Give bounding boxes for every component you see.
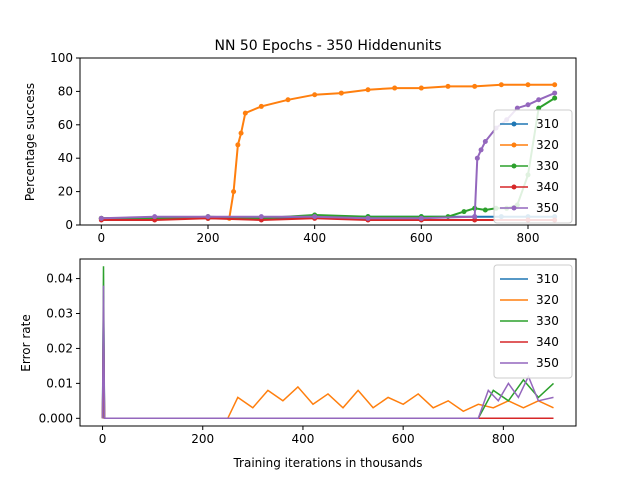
legend-label-320: 320: [536, 293, 559, 307]
series-point-320: [258, 103, 264, 109]
series-point-350: [474, 155, 480, 161]
legend-label-350: 350: [536, 356, 559, 370]
series-line-320: [101, 83, 555, 220]
bottom-x-ticks: 0 200 400 600 800: [99, 426, 515, 446]
x-tick-label: 800: [517, 231, 540, 245]
y-tick-label: 60: [58, 118, 73, 132]
series-point-350: [258, 214, 264, 220]
legend-marker-350: [511, 205, 517, 211]
legend-label-340: 340: [536, 335, 559, 349]
series-point-320: [238, 130, 244, 136]
series-point-320: [235, 142, 241, 148]
series-point-350: [205, 214, 211, 220]
top-y-axis-label: Percentage success: [23, 83, 37, 201]
y-tick-label: 100: [50, 51, 73, 65]
legend-marker-340: [511, 184, 517, 190]
series-point-350: [472, 214, 478, 220]
series-point-320: [242, 110, 248, 116]
series-point-330: [461, 209, 467, 215]
series-point-350: [98, 215, 104, 221]
series-point-350: [478, 147, 484, 153]
legend-marker-320: [511, 142, 517, 148]
series-point-350: [525, 102, 531, 108]
legend-label-310: 310: [536, 272, 559, 286]
series-point-320: [338, 90, 344, 96]
legend-label-310: 310: [536, 117, 559, 131]
x-tick-label: 400: [291, 432, 314, 446]
legend-label-330: 330: [536, 159, 559, 173]
series-point-320: [392, 85, 398, 91]
series-point-350: [152, 214, 158, 220]
legend-label-320: 320: [536, 138, 559, 152]
series-point-320: [285, 97, 291, 103]
top-chart-title: NN 50 Epochs - 350 Hiddenunits: [214, 38, 441, 54]
bottom-y-axis-label: Error rate: [19, 314, 33, 371]
x-tick-label: 200: [197, 231, 220, 245]
bottom-series-lines: [101, 266, 555, 420]
series-point-350: [514, 105, 520, 111]
bottom-plot-area: 0 200 400 600 800 0.000 0.01 0.02 0.03 0.04 Trai…: [19, 258, 577, 470]
series-point-350: [365, 215, 371, 221]
series-point-350: [482, 139, 488, 144]
series-point-320: [498, 82, 504, 88]
legend-label-350: 350: [536, 201, 559, 215]
series-point-320: [365, 87, 371, 93]
top-x-ticks: 0 200 400 600 800: [98, 225, 540, 245]
y-tick-label: 0.02: [46, 341, 73, 355]
legend-box: [493, 109, 573, 224]
x-tick-label: 200: [191, 432, 214, 446]
y-tick-label: 80: [58, 84, 73, 98]
series-point-320: [472, 83, 478, 89]
x-tick-label: 600: [410, 231, 433, 245]
y-tick-label: 0.03: [46, 307, 73, 321]
x-tick-label: 400: [303, 231, 326, 245]
legend-label-340: 340: [536, 180, 559, 194]
series-point-320: [552, 82, 558, 88]
bottom-legend: 310 320 330 340 350: [493, 264, 573, 379]
x-tick-label: 600: [392, 432, 415, 446]
y-tick-label: 40: [58, 151, 73, 165]
series-line-350: [101, 285, 554, 420]
legend-box: [493, 264, 573, 379]
bottom-x-axis-label: Training iterations in thousands: [232, 456, 422, 470]
x-tick-label: 800: [492, 432, 515, 446]
x-tick-label: 0: [98, 231, 106, 245]
bottom-y-ticks: 0.000 0.01 0.02 0.03 0.04: [39, 272, 80, 425]
series-point-350: [536, 97, 542, 103]
top-y-ticks: 0 20 40 60 80 100: [50, 51, 80, 232]
legend-label-330: 330: [536, 314, 559, 328]
series-point-330: [482, 207, 488, 213]
y-tick-label: 0: [65, 218, 73, 232]
series-point-320: [418, 85, 424, 91]
legend-marker-310: [511, 121, 517, 127]
series-point-330: [536, 105, 542, 111]
legend-marker-330: [511, 163, 517, 169]
series-point-330: [552, 95, 558, 101]
top-legend: 310 320 330 340 350: [493, 109, 573, 224]
series-point-320: [445, 83, 451, 89]
y-tick-label: 0.000: [39, 411, 73, 425]
y-tick-label: 0.01: [46, 376, 73, 390]
series-point-350: [312, 214, 318, 220]
series-point-320: [231, 189, 237, 195]
y-tick-label: 20: [58, 185, 73, 199]
top-plot-area: 0 200 400 600 800 0 20 40 60 80 100 Percentage su…: [23, 51, 577, 245]
y-tick-label: 0.04: [46, 272, 73, 286]
series-point-320: [312, 92, 318, 98]
series-line-320: [101, 334, 554, 420]
x-tick-label: 0: [99, 432, 107, 446]
series-point-350: [418, 215, 424, 221]
series-point-320: [525, 82, 531, 88]
series-point-350: [552, 90, 558, 96]
bottom-plot-frame: [79, 258, 577, 427]
